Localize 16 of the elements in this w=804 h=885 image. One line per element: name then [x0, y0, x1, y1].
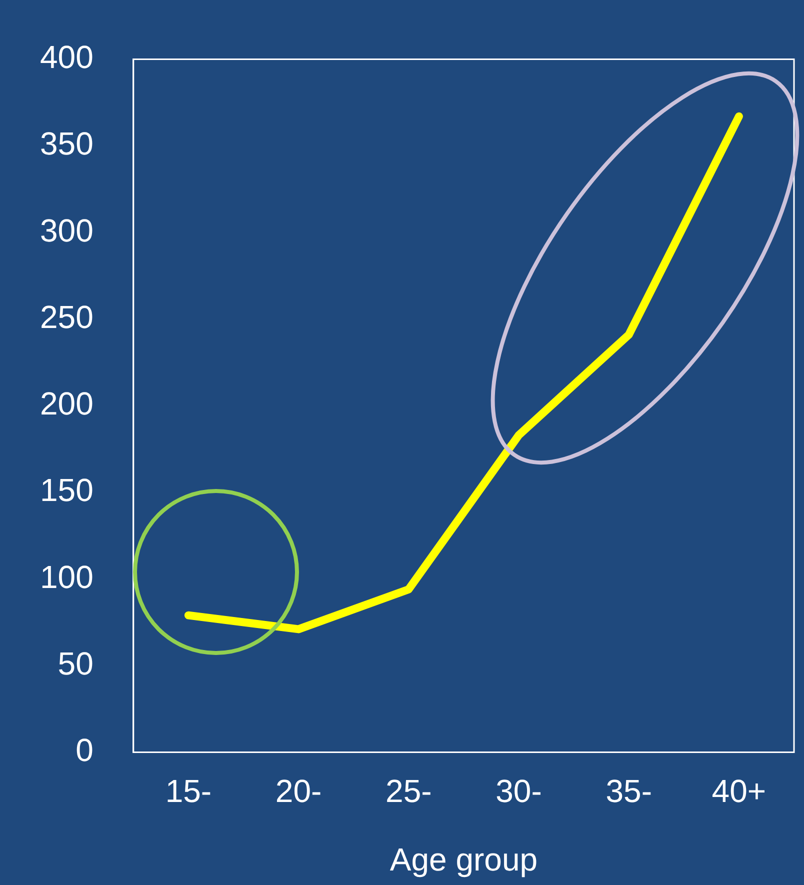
x-tick-label: 15-: [165, 773, 212, 810]
y-tick-label: 250: [40, 298, 94, 335]
y-tick-label: 200: [40, 386, 94, 422]
y-tick-label: 100: [40, 558, 94, 595]
y-tick-label: 50: [58, 645, 94, 682]
x-tick-label: 30-: [496, 773, 542, 810]
x-tick-label: 20-: [275, 773, 322, 810]
y-tick-label: 350: [40, 126, 94, 162]
y-tick-label: 400: [40, 39, 94, 76]
x-tick-label: 25-: [386, 773, 432, 810]
x-tick-label: 35-: [606, 773, 652, 810]
y-tick-label: 0: [76, 732, 94, 768]
y-tick-label: 300: [40, 212, 94, 248]
y-tick-label: 150: [40, 472, 94, 508]
x-tick-label: 40+: [712, 773, 766, 810]
x-axis-title: Age group: [390, 842, 538, 878]
